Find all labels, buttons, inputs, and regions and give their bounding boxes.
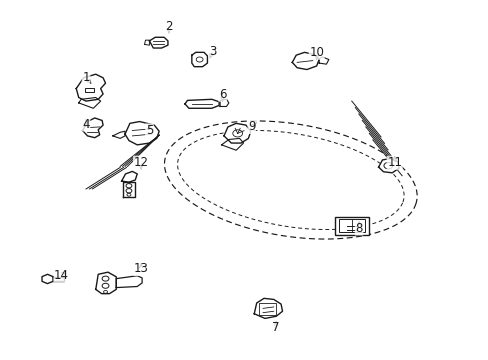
Polygon shape [79,98,101,108]
Bar [334,217,368,234]
Text: 8: 8 [355,222,362,235]
Bar [50,277,64,281]
Text: 2: 2 [165,20,172,33]
Text: 6: 6 [218,88,226,101]
Text: 11: 11 [386,156,401,169]
Text: 5: 5 [145,124,153,137]
Polygon shape [82,118,103,138]
Text: 1: 1 [82,71,90,84]
Polygon shape [254,298,282,319]
Text: 3: 3 [209,45,216,58]
Polygon shape [184,99,219,108]
Polygon shape [125,122,159,145]
Polygon shape [149,37,167,48]
Polygon shape [116,276,142,288]
Text: 9: 9 [247,121,255,134]
Text: 10: 10 [308,46,324,59]
Text: 13: 13 [133,262,148,275]
Polygon shape [224,123,250,143]
Polygon shape [220,99,228,107]
Polygon shape [221,138,243,150]
Polygon shape [378,158,398,173]
Bar [259,303,276,315]
Polygon shape [76,74,105,101]
Polygon shape [292,52,319,69]
Text: 14: 14 [54,269,69,282]
Polygon shape [113,131,125,138]
Bar [338,220,364,231]
Bar [85,88,94,92]
Polygon shape [42,274,53,284]
Text: 4: 4 [82,118,90,131]
Text: 12: 12 [133,156,148,169]
Polygon shape [191,52,207,67]
Polygon shape [96,272,116,294]
Polygon shape [319,57,328,64]
Polygon shape [122,182,135,197]
Polygon shape [122,171,137,182]
Text: 7: 7 [272,321,279,334]
